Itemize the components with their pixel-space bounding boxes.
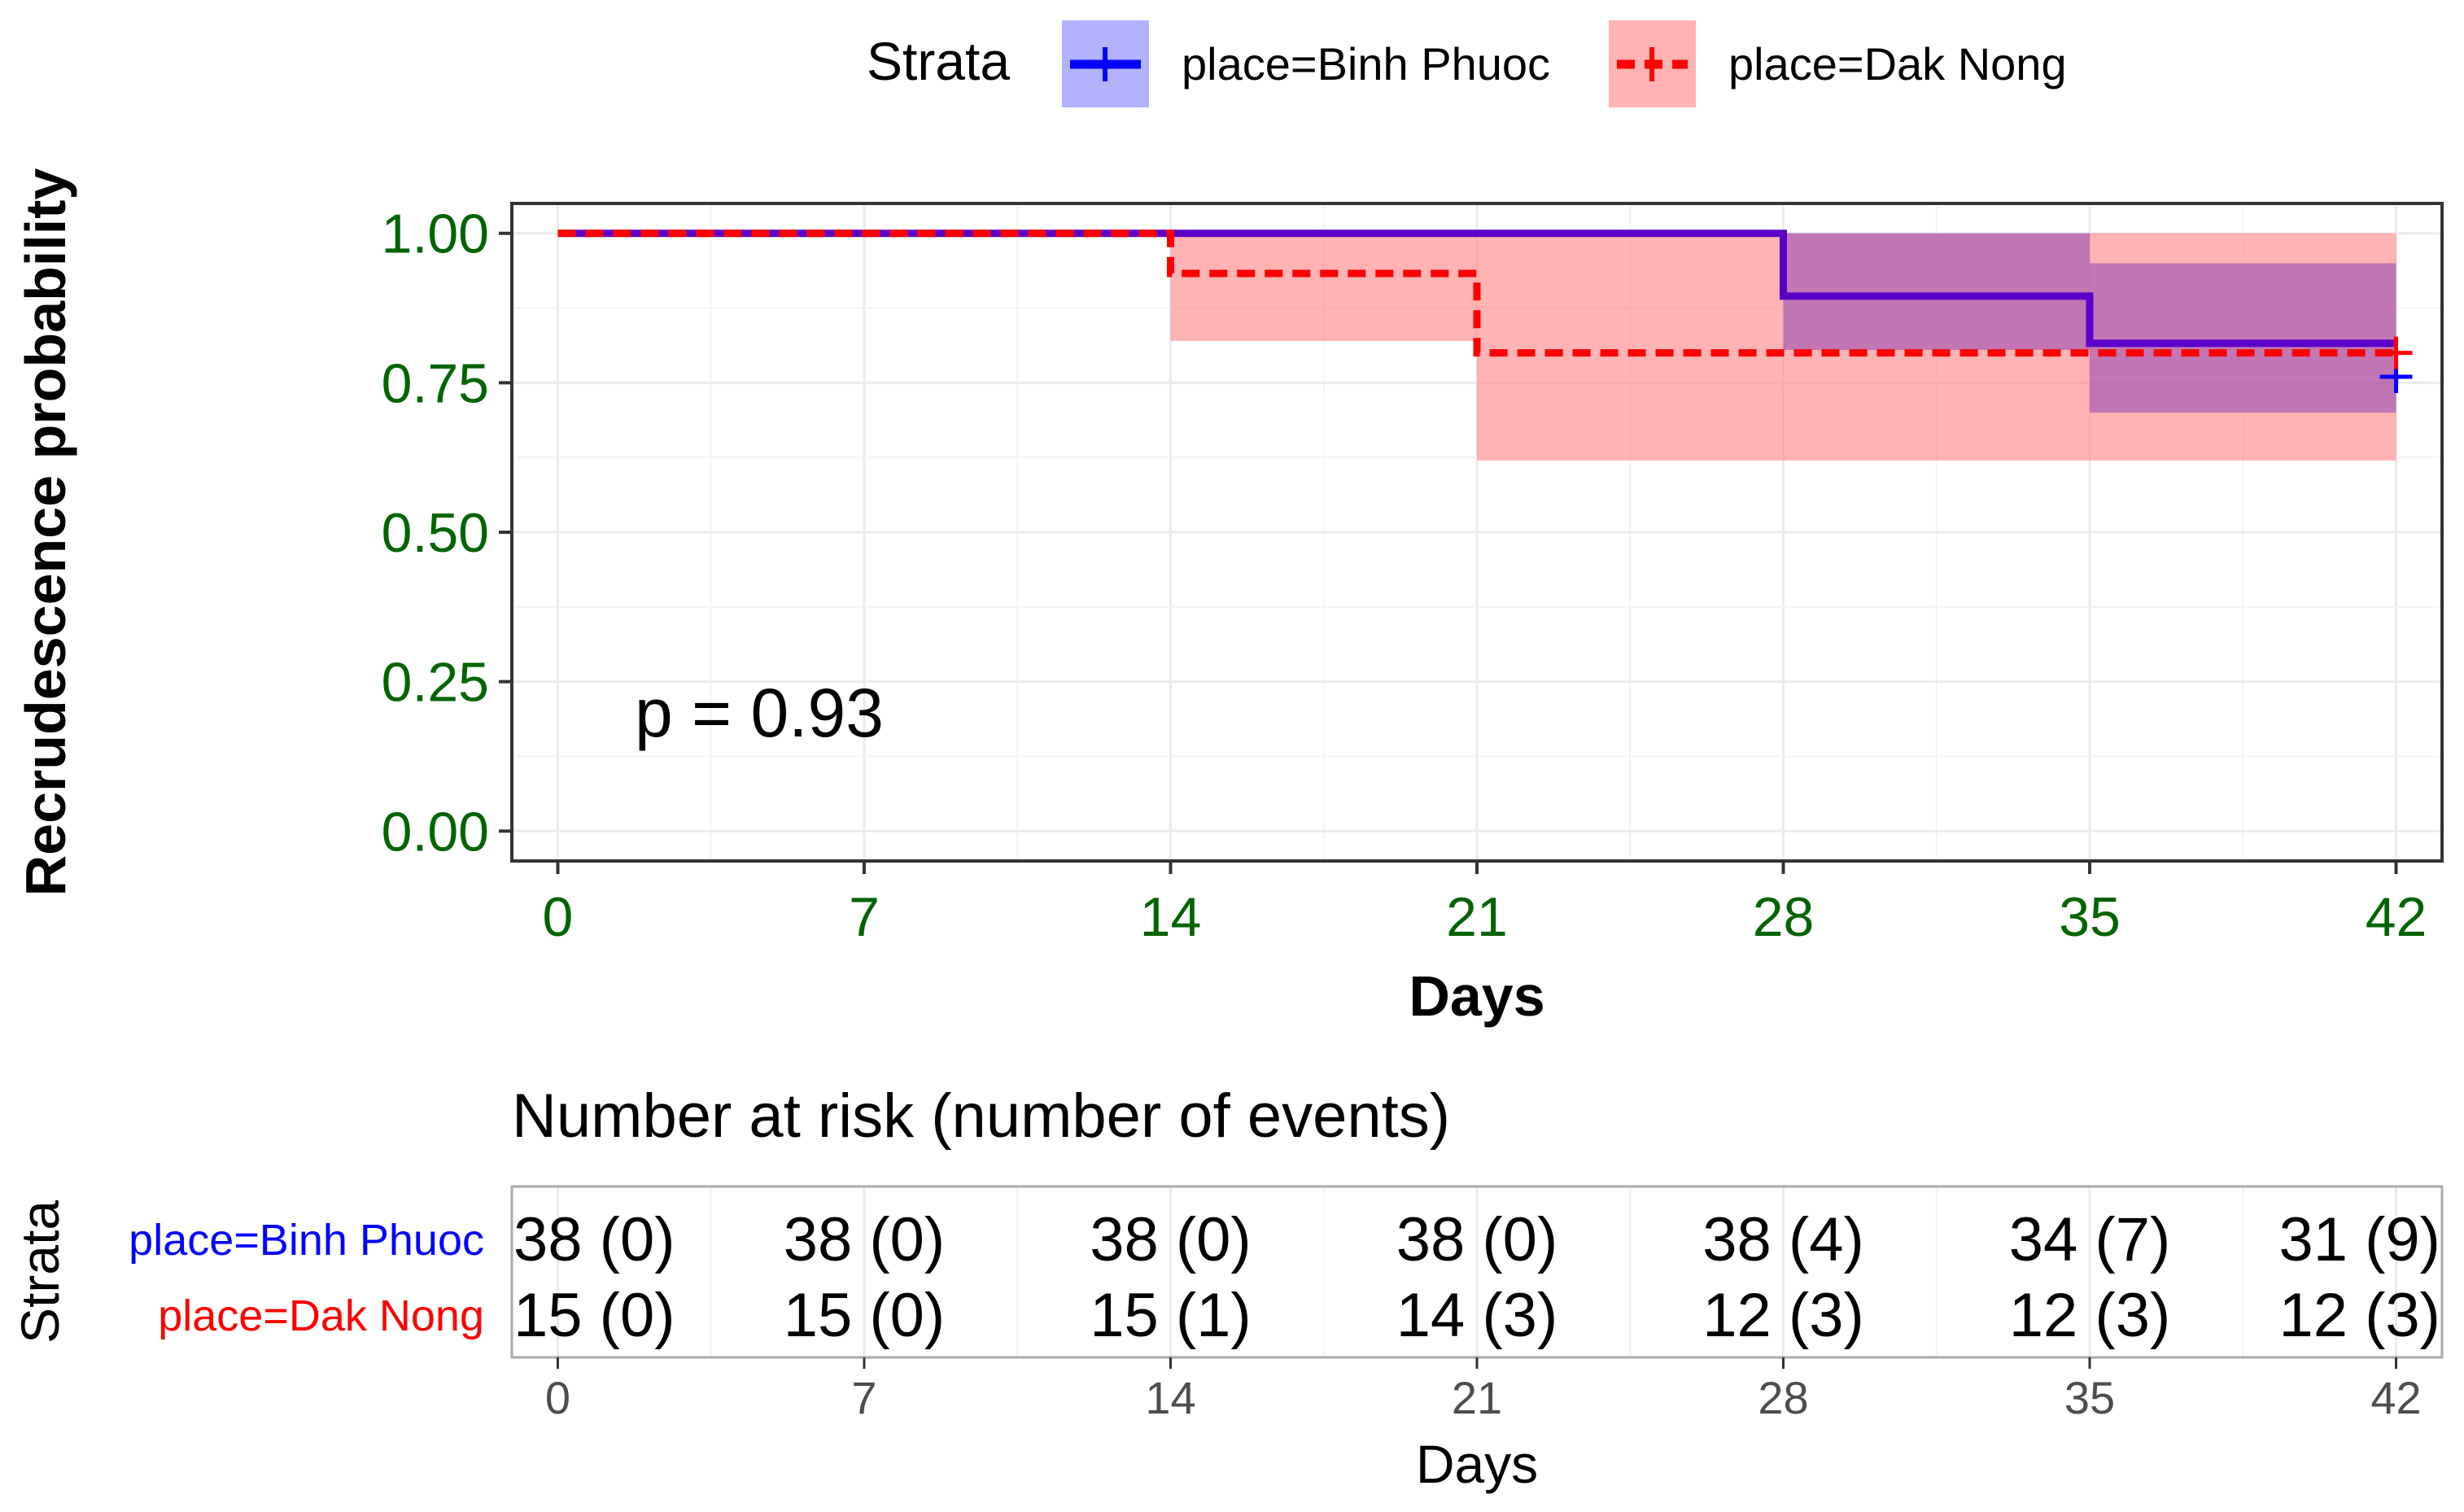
- risk-cell: 14 (3): [1396, 1281, 1558, 1350]
- survival-line-2: [557, 229, 2396, 357]
- survival-line-1: [557, 229, 2396, 347]
- risk-cell: 31 (9): [2278, 1205, 2440, 1274]
- x-tick-label: 28: [1753, 886, 1815, 948]
- y-axis: 0.00 0.25 0.50 0.75 1.00: [382, 203, 512, 863]
- y-axis-title: Recrudescence probability: [14, 168, 77, 897]
- risk-x-tick-label: 35: [2064, 1372, 2115, 1423]
- risk-row-label: place=Dak Nong: [158, 1291, 484, 1340]
- risk-table-x-axis: 0 7 14 21 28 35 42: [545, 1357, 2422, 1423]
- legend-label-1: place=Binh Phuoc: [1182, 38, 1550, 90]
- legend: Strata place=Binh Phuoc place=Dak Nong: [867, 20, 2067, 107]
- x-tick-label: 42: [2366, 886, 2427, 948]
- legend-label-2: place=Dak Nong: [1728, 38, 2067, 90]
- risk-cell: 38 (4): [1702, 1205, 1864, 1274]
- risk-table-title: Number at risk (number of events): [512, 1082, 1450, 1151]
- x-axis: 0 7 14 21 28 35 42: [543, 861, 2427, 948]
- risk-cell: 15 (1): [1090, 1281, 1252, 1350]
- y-tick-label: 0.00: [382, 801, 489, 863]
- risk-cell: 12 (3): [2278, 1281, 2440, 1350]
- risk-cell: 34 (7): [2009, 1205, 2171, 1274]
- legend-title: Strata: [867, 31, 1010, 91]
- x-tick-label: 0: [543, 886, 574, 948]
- grid: [512, 203, 2442, 861]
- risk-cell: 38 (0): [784, 1205, 946, 1274]
- risk-cell: 38 (0): [1396, 1205, 1558, 1274]
- ci-band-2: [1170, 233, 1477, 341]
- y-tick-label: 0.25: [382, 652, 489, 714]
- risk-cell: 15 (0): [784, 1281, 946, 1350]
- y-tick-label: 0.50: [382, 502, 489, 564]
- x-axis-title: Days: [1409, 964, 1544, 1028]
- x-tick-label: 14: [1140, 886, 1202, 948]
- risk-x-tick-label: 21: [1452, 1372, 1502, 1423]
- p-value-annotation: p = 0.93: [635, 675, 884, 751]
- risk-x-tick-label: 28: [1758, 1372, 1808, 1423]
- risk-table-row-labels: place=Binh Phuoc place=Dak Nong: [129, 1216, 484, 1340]
- risk-cell: 15 (0): [513, 1281, 675, 1350]
- y-tick-label: 1.00: [382, 203, 489, 265]
- risk-cell: 38 (0): [1090, 1205, 1252, 1274]
- x-tick-label: 35: [2059, 886, 2121, 948]
- risk-table-cells: 38 (0) 38 (0) 38 (0) 38 (0) 38 (4) 34 (7) 31 (…: [513, 1205, 2440, 1350]
- risk-cell: 12 (3): [2009, 1281, 2171, 1350]
- survival-plot: 0.00 0.25 0.50 0.75 1.00 0 7 14 21 28 35 42 p = 0.…: [14, 168, 2444, 1028]
- risk-row-label: place=Binh Phuoc: [129, 1216, 484, 1265]
- risk-x-tick-label: 7: [851, 1372, 876, 1423]
- x-tick-label: 7: [849, 886, 880, 948]
- risk-cell: 38 (0): [513, 1205, 675, 1274]
- risk-cell: 12 (3): [1702, 1281, 1864, 1350]
- x-tick-label: 21: [1446, 886, 1508, 948]
- risk-table-y-title: Strata: [10, 1200, 70, 1344]
- y-tick-label: 0.75: [382, 352, 489, 414]
- survival-curves: [557, 229, 2413, 394]
- risk-table-grid: [556, 1186, 2398, 1357]
- risk-x-tick-label: 42: [2370, 1372, 2421, 1423]
- risk-x-tick-label: 0: [545, 1372, 570, 1423]
- risk-table: Number at risk (number of events) 38 (0)…: [10, 1082, 2444, 1494]
- risk-table-x-title: Days: [1416, 1434, 1538, 1494]
- risk-x-tick-label: 14: [1145, 1372, 1195, 1423]
